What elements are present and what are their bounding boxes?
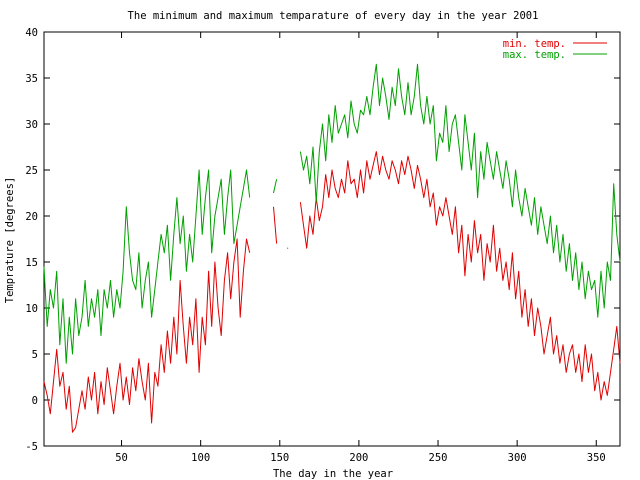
- x-tick-label: 350: [587, 452, 606, 464]
- y-tick-label: -5: [25, 441, 38, 453]
- plot-border: [43, 31, 621, 447]
- x-tick-label: 100: [191, 452, 210, 464]
- chart-title: The minimum and maximum temparature of e…: [128, 10, 539, 22]
- y-tick-label: 10: [25, 303, 38, 315]
- series-line-segment: [273, 206, 278, 244]
- legend-label: max. temp.: [503, 49, 566, 61]
- series-max-temp: [43, 63, 621, 364]
- x-tick-label: 250: [429, 452, 448, 464]
- y-tick-label: 40: [25, 27, 38, 39]
- y-tick-label: 35: [25, 73, 38, 85]
- series-min-temp: [43, 151, 621, 433]
- x-tick-label: 200: [349, 452, 368, 464]
- series-line-segment: [273, 179, 278, 194]
- y-axis-label: Temprature [degrees]: [4, 177, 16, 303]
- legend: min. temp.max. temp.: [503, 38, 607, 61]
- series-line-segment: [299, 63, 621, 318]
- legend-label: min. temp.: [503, 38, 566, 50]
- x-tick-label: 150: [270, 452, 289, 464]
- y-tick-label: 0: [32, 395, 38, 407]
- y-tick-label: 25: [25, 165, 38, 177]
- series-lines: [43, 63, 621, 433]
- y-tick-label: 5: [32, 349, 38, 361]
- y-tick-label: 15: [25, 257, 38, 269]
- y-tick-label: 30: [25, 119, 38, 131]
- series-line-segment: [43, 169, 251, 364]
- x-tick-label: 50: [115, 452, 128, 464]
- series-line-segment: [299, 151, 621, 401]
- y-tick-label: 20: [25, 211, 38, 223]
- x-axis-label: The day in the year: [273, 468, 393, 480]
- x-tick-label: 300: [508, 452, 527, 464]
- series-line-segment: [43, 238, 251, 433]
- axis-ticks: -5 0 5 10 15 20 25 30 35 40 50 100 150 200 250 300 350: [25, 27, 620, 464]
- plot-frame: [43, 31, 621, 447]
